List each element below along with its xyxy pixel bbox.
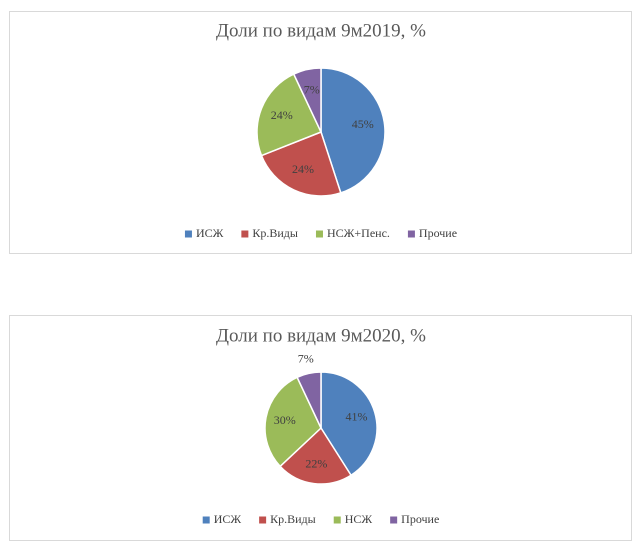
legend-swatch (333, 516, 341, 524)
data-label: 41% (345, 409, 367, 423)
legend-swatch (184, 230, 192, 238)
legend-label: Кр.Виды (252, 226, 298, 240)
data-label: 30% (274, 413, 296, 427)
legend-swatch (315, 230, 323, 238)
legend-label: Кр.Виды (270, 512, 316, 526)
data-label: 24% (292, 162, 314, 176)
pie-slice (292, 67, 322, 133)
pie-slice (279, 426, 353, 485)
legend-swatch (390, 516, 398, 524)
data-label: 45% (352, 117, 374, 131)
legend-label: НСЖ+Пенс. (327, 226, 390, 240)
data-label: 7% (304, 83, 320, 97)
legend-label: НСЖ (345, 512, 373, 526)
legend-label: ИСЖ (196, 226, 224, 240)
data-label: 7% (298, 351, 314, 365)
chart-title: Доли по видам 9м2020, % (216, 325, 426, 346)
legend-label: ИСЖ (214, 512, 242, 526)
legend-label: Прочие (419, 226, 457, 240)
legend-swatch (241, 230, 249, 238)
legend-label: Прочие (401, 512, 439, 526)
legend-swatch (259, 516, 267, 524)
pie-slice (320, 67, 386, 194)
chart-title: Доли по видам 9м2019, % (216, 20, 426, 41)
legend-swatch (407, 230, 415, 238)
pie-slice (296, 371, 322, 429)
legend-swatch (202, 516, 210, 524)
pie-slice (256, 73, 323, 157)
data-label: 22% (305, 456, 327, 470)
data-label: 24% (271, 108, 293, 122)
